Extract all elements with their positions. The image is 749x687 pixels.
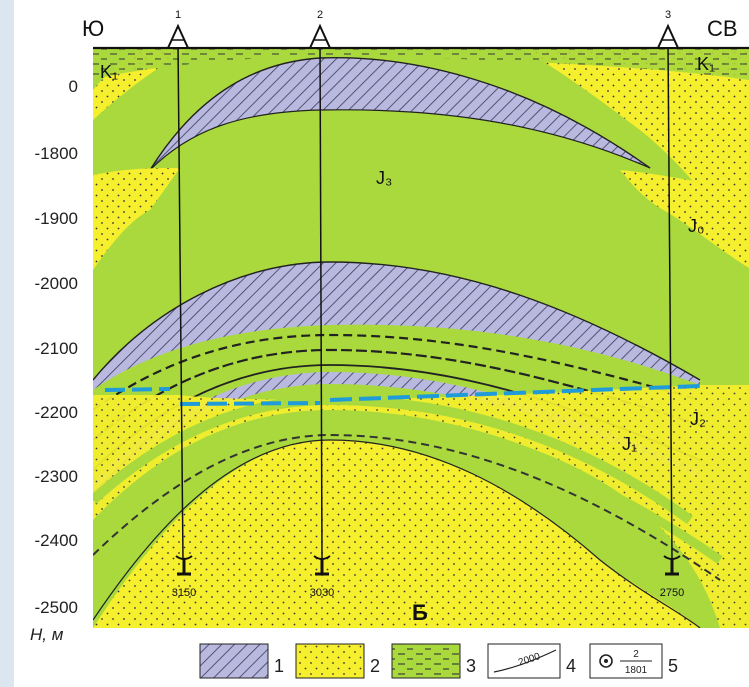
y-tick-2100: -2100 bbox=[35, 339, 78, 358]
formation-k1-right: K₁ bbox=[697, 54, 715, 74]
middle-hatched-arch bbox=[93, 262, 700, 390]
well-3-bottom-icon bbox=[663, 555, 681, 576]
upper-hatched-arch-outline bbox=[149, 57, 651, 171]
j2-sand-body bbox=[93, 385, 749, 628]
panel-letter: Б bbox=[412, 600, 428, 625]
legend-well-icon bbox=[599, 654, 613, 668]
legend-swatch-3 bbox=[391, 643, 461, 679]
y-axis: 0 -1800 -1900 -2000 -2100 -2200 -2300 -2… bbox=[35, 77, 78, 617]
legend-number-5: 5 bbox=[668, 656, 678, 676]
y-tick-2500: -2500 bbox=[35, 598, 78, 617]
direction-left: Ю bbox=[82, 16, 104, 41]
lower-thin-band-2 bbox=[93, 348, 701, 441]
contact-lower-segment bbox=[179, 401, 321, 406]
legend-swatch-2 bbox=[295, 643, 365, 679]
y-tick-1800: -1800 bbox=[35, 144, 78, 163]
legend-sample-5-top: 2 bbox=[633, 649, 639, 660]
legend: 1 2 3 2000 4 2 1801 5 bbox=[199, 643, 678, 679]
well-2-depth: 3030 bbox=[310, 587, 334, 599]
oil-water-contact bbox=[104, 384, 701, 406]
right-sand-layer bbox=[620, 170, 749, 268]
formation-j3: J₃ bbox=[376, 168, 392, 188]
legend-swatch-4 bbox=[487, 643, 561, 679]
left-frame-band bbox=[0, 0, 14, 687]
upper-hatched-arch-base bbox=[149, 109, 651, 171]
well-1-depth: 3150 bbox=[172, 587, 196, 599]
formation-j2: J₂ bbox=[690, 409, 706, 429]
legend-number-1: 1 bbox=[274, 656, 284, 676]
well-2-bottom-icon bbox=[313, 555, 331, 576]
legend-number-3: 3 bbox=[466, 656, 476, 676]
upper-hatched-arch bbox=[150, 57, 650, 170]
well-3-line bbox=[667, 43, 673, 561]
y-tick-2000: -2000 bbox=[35, 274, 78, 293]
well-2-number: 2 bbox=[317, 9, 323, 21]
y-tick-0: 0 bbox=[69, 77, 78, 96]
direction-right: СВ bbox=[707, 16, 738, 41]
lower-green-band-b bbox=[93, 415, 723, 564]
well-1-derrick-icon bbox=[166, 23, 190, 49]
formation-k1-left: K₁ bbox=[100, 62, 118, 82]
legend-sample-5-bottom: 1801 bbox=[625, 665, 648, 676]
section-body bbox=[93, 48, 749, 628]
wells: 1 2 3 3150 3030 2750 bbox=[166, 9, 684, 599]
y-tick-2400: -2400 bbox=[35, 531, 78, 550]
formation-labels: K₁ K₁ J₃ J₀ J₂ J₁ bbox=[100, 54, 715, 454]
legend-isoline-4 bbox=[493, 649, 557, 673]
middle-hatched-arch-outline bbox=[93, 261, 701, 381]
well-3-derrick-icon bbox=[656, 23, 680, 49]
well-1-line bbox=[177, 43, 184, 561]
bottom-sand-dome bbox=[93, 440, 700, 628]
well-1-number: 1 bbox=[175, 9, 181, 21]
formation-j1: J₁ bbox=[622, 434, 637, 454]
well-1-bottom-icon bbox=[175, 555, 193, 576]
y-axis-label: H, м bbox=[30, 625, 64, 644]
contact-right-segment bbox=[329, 384, 701, 402]
formation-j0: J₀ bbox=[688, 216, 704, 236]
lower-thin-band-1 bbox=[93, 333, 701, 411]
legend-number-2: 2 bbox=[370, 656, 380, 676]
y-tick-1900: -1900 bbox=[35, 209, 78, 228]
y-tick-2300: -2300 bbox=[35, 467, 78, 486]
left-sand-layer bbox=[93, 168, 180, 270]
well-3-number: 3 bbox=[665, 9, 671, 21]
bottom-sand-dome-top bbox=[93, 439, 701, 628]
legend-number-4: 4 bbox=[566, 656, 576, 676]
top-dashed-cap bbox=[93, 48, 749, 80]
lower-hatched-streak bbox=[93, 433, 721, 581]
y-tick-2200: -2200 bbox=[35, 403, 78, 422]
legend-swatch-1 bbox=[199, 643, 269, 679]
contact-left-segment bbox=[104, 387, 171, 392]
upper-right-sand-wedge bbox=[520, 48, 749, 255]
well-3-depth: 2750 bbox=[660, 587, 684, 599]
well-2-line bbox=[319, 43, 323, 561]
legend-well-dot-icon bbox=[604, 659, 608, 663]
well-2-derrick-icon bbox=[308, 23, 332, 49]
